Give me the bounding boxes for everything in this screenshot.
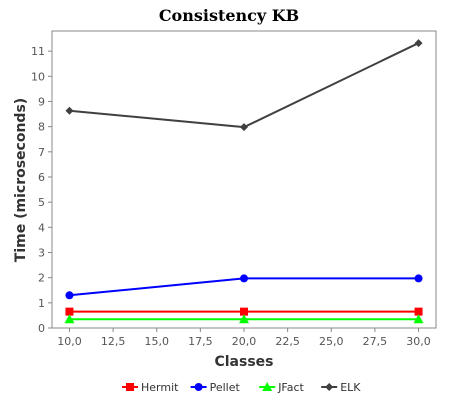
data-point-jfact: [239, 314, 249, 324]
y-axis: 0 1 2 3 4 5 6 7 8 9 10 11: [31, 45, 52, 335]
legend-label-jfact: JFact: [277, 381, 304, 394]
y-tick-label: 3: [38, 246, 45, 259]
legend-label-pellet: Pellet: [210, 381, 241, 394]
y-tick-label: 2: [38, 272, 45, 285]
x-tick-label: 20,0: [232, 335, 257, 348]
x-tick-label: 22,5: [275, 335, 300, 348]
series-hermit: [65, 307, 423, 316]
legend: Hermit Pellet JFact ELK: [122, 381, 361, 394]
legend-marker-pellet: [194, 383, 203, 391]
legend-marker-hermit: [126, 383, 134, 391]
y-tick-label: 5: [38, 196, 45, 209]
y-tick-label: 1: [38, 297, 45, 310]
x-tick-label: 12,5: [101, 335, 126, 348]
legend-item-hermit: Hermit: [122, 381, 179, 394]
data-point-jfact: [64, 314, 75, 324]
x-axis: 10,0 12,5 15,0 17,5 20,0 22,5 25,0 27,5 30,0: [57, 328, 431, 348]
plot-frame: [51, 30, 437, 329]
legend-item-jfact: JFact: [259, 381, 305, 394]
y-tick-label: 9: [38, 95, 45, 108]
y-tick-label: 10: [31, 70, 45, 83]
x-tick-label: 30,0: [406, 335, 431, 348]
legend-item-elk: ELK: [321, 381, 361, 394]
y-tick-label: 4: [38, 221, 45, 234]
data-point-hermit: [65, 307, 74, 316]
x-tick-label: 25,0: [319, 335, 344, 348]
series-jfact: [64, 314, 424, 324]
legend-marker-jfact: [262, 382, 273, 391]
data-point-hermit: [414, 307, 423, 316]
y-tick-label: 11: [31, 45, 45, 58]
legend-label-hermit: Hermit: [141, 381, 179, 394]
legend-label-elk: ELK: [340, 381, 361, 394]
series-layer: [64, 39, 424, 324]
x-tick-label: 17,5: [188, 335, 213, 348]
data-point-jfact: [413, 314, 424, 324]
x-tick-label: 10,0: [57, 335, 82, 348]
data-point-pellet: [414, 274, 423, 283]
series-pellet: [65, 274, 423, 300]
x-tick-label: 27,5: [363, 335, 388, 348]
y-tick-label: 8: [38, 121, 45, 134]
y-tick-label: 7: [38, 146, 45, 159]
series-elk: [65, 39, 423, 132]
data-point-elk: [240, 123, 248, 132]
y-tick-label: 6: [38, 171, 45, 184]
y-tick-label: 0: [38, 322, 45, 335]
x-axis-label: Classes: [214, 354, 273, 370]
x-tick-label: 15,0: [144, 335, 169, 348]
data-point-elk: [414, 39, 423, 48]
data-point-pellet: [65, 291, 74, 300]
legend-item-pellet: Pellet: [190, 381, 241, 394]
y-axis-label: Time (microseconds): [13, 98, 29, 262]
data-point-hermit: [240, 307, 248, 316]
data-point-pellet: [240, 274, 248, 283]
legend-marker-elk: [325, 383, 334, 391]
data-point-elk: [65, 106, 74, 115]
chart-title: Consistency KB: [159, 6, 299, 25]
